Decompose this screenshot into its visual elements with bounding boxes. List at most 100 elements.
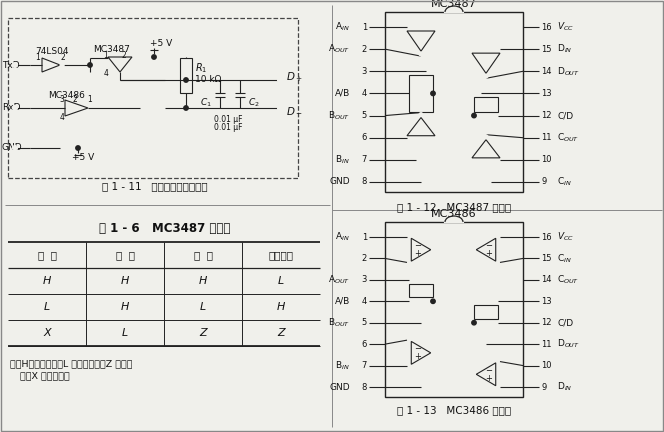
- Text: 注：H表示高电平，L 表示低电平，Z 为高阻: 注：H表示高电平，L 表示低电平，Z 为高阻: [10, 359, 133, 368]
- Text: 16: 16: [541, 22, 552, 32]
- Text: 4: 4: [104, 70, 108, 79]
- Text: GND: GND: [329, 382, 350, 391]
- Text: $C_2$: $C_2$: [248, 97, 260, 109]
- Text: 2: 2: [72, 95, 78, 105]
- Text: X: X: [43, 328, 51, 338]
- Text: 13: 13: [541, 89, 552, 98]
- Circle shape: [184, 106, 188, 110]
- Text: 13: 13: [541, 297, 552, 306]
- Text: C$_{IN}$: C$_{IN}$: [557, 252, 572, 265]
- Circle shape: [472, 113, 476, 118]
- Text: 10 kΩ: 10 kΩ: [195, 76, 221, 85]
- Text: C$_{OUT}$: C$_{OUT}$: [557, 273, 579, 286]
- Text: +: +: [414, 353, 422, 362]
- Circle shape: [278, 105, 282, 111]
- Text: L: L: [44, 302, 50, 312]
- Text: +5 V: +5 V: [72, 153, 94, 162]
- Text: 图 1 - 11   空方框中的详细电路: 图 1 - 11 空方框中的详细电路: [102, 181, 208, 191]
- Text: +5 V: +5 V: [150, 38, 172, 48]
- Bar: [385, 222, 523, 397]
- Text: 9: 9: [541, 178, 546, 187]
- Text: L: L: [200, 302, 206, 312]
- Text: L: L: [122, 328, 128, 338]
- Text: A/B: A/B: [335, 297, 350, 306]
- Circle shape: [472, 321, 476, 325]
- Text: A$_{IN}$: A$_{IN}$: [335, 21, 350, 33]
- Text: $D_+$: $D_+$: [286, 70, 303, 84]
- Text: Z: Z: [277, 328, 285, 338]
- Text: 8: 8: [362, 382, 367, 391]
- Text: C/D: C/D: [557, 111, 573, 120]
- Text: +: +: [414, 249, 422, 258]
- Text: 7: 7: [362, 156, 367, 164]
- Text: −: −: [414, 344, 422, 353]
- Circle shape: [13, 105, 17, 111]
- Text: C$_{IN}$: C$_{IN}$: [557, 176, 572, 188]
- Text: C/D: C/D: [557, 318, 573, 327]
- Bar: [409, 284, 433, 297]
- Text: A$_{OUT}$: A$_{OUT}$: [328, 43, 350, 55]
- Text: Z: Z: [199, 328, 207, 338]
- Text: MC3487: MC3487: [431, 0, 477, 9]
- Text: B$_{IN}$: B$_{IN}$: [335, 359, 350, 372]
- Circle shape: [484, 135, 488, 139]
- Text: 14: 14: [541, 275, 552, 284]
- Text: 图 1 - 12   MC3487 引脚图: 图 1 - 12 MC3487 引脚图: [397, 202, 511, 212]
- Text: B$_{IN}$: B$_{IN}$: [335, 154, 350, 166]
- Text: 6: 6: [362, 133, 367, 142]
- Text: H: H: [277, 302, 285, 312]
- Circle shape: [88, 63, 92, 67]
- Bar: [474, 98, 498, 111]
- Text: 2: 2: [60, 53, 65, 61]
- Text: $R_1$: $R_1$: [195, 61, 207, 75]
- Text: 10: 10: [541, 156, 552, 164]
- Text: 11: 11: [541, 133, 552, 142]
- Text: 5: 5: [362, 318, 367, 327]
- Bar: [385, 12, 523, 192]
- Text: D$_{OUT}$: D$_{OUT}$: [557, 65, 580, 77]
- Text: 0.01 μF: 0.01 μF: [214, 124, 242, 133]
- Text: 1: 1: [362, 232, 367, 241]
- Circle shape: [13, 146, 17, 150]
- Text: B$_{OUT}$: B$_{OUT}$: [328, 317, 350, 329]
- Text: 15: 15: [541, 254, 552, 263]
- Text: 3: 3: [60, 95, 64, 105]
- Text: 2: 2: [362, 44, 367, 54]
- Circle shape: [484, 74, 488, 78]
- Text: 1: 1: [104, 51, 108, 60]
- Text: 1: 1: [362, 22, 367, 32]
- Text: MC3486: MC3486: [48, 90, 85, 99]
- Text: H: H: [42, 276, 51, 286]
- Text: 4: 4: [362, 297, 367, 306]
- Text: 74LS04: 74LS04: [35, 48, 68, 57]
- Text: H: H: [121, 302, 129, 312]
- Text: H: H: [199, 276, 207, 286]
- Text: 10: 10: [541, 361, 552, 370]
- Text: A$_{OUT}$: A$_{OUT}$: [328, 273, 350, 286]
- Text: MC3487: MC3487: [93, 45, 130, 54]
- Text: 图 1 - 13   MC3486 引脚图: 图 1 - 13 MC3486 引脚图: [397, 405, 511, 415]
- Text: 态，X 为任意态。: 态，X 为任意态。: [20, 372, 70, 381]
- Text: D$_{OUT}$: D$_{OUT}$: [557, 338, 580, 350]
- Text: 1: 1: [88, 95, 92, 105]
- Circle shape: [431, 299, 435, 304]
- Circle shape: [76, 146, 80, 150]
- Circle shape: [152, 55, 156, 59]
- Text: 3: 3: [362, 275, 367, 284]
- Text: 11: 11: [541, 340, 552, 349]
- Text: A/B: A/B: [335, 89, 350, 98]
- Text: 输  出: 输 出: [193, 250, 212, 260]
- Circle shape: [60, 63, 64, 67]
- Circle shape: [278, 77, 282, 83]
- Text: C$_{OUT}$: C$_{OUT}$: [557, 131, 579, 144]
- Text: 2: 2: [122, 51, 126, 60]
- Text: 输  入: 输 入: [37, 250, 56, 260]
- Circle shape: [419, 52, 423, 56]
- Text: $C_1$: $C_1$: [201, 97, 212, 109]
- Text: 16: 16: [541, 232, 552, 241]
- Text: +: +: [485, 249, 492, 258]
- Text: GND: GND: [329, 178, 350, 187]
- Text: 9: 9: [541, 382, 546, 391]
- Circle shape: [419, 113, 423, 117]
- Text: +: +: [485, 374, 492, 383]
